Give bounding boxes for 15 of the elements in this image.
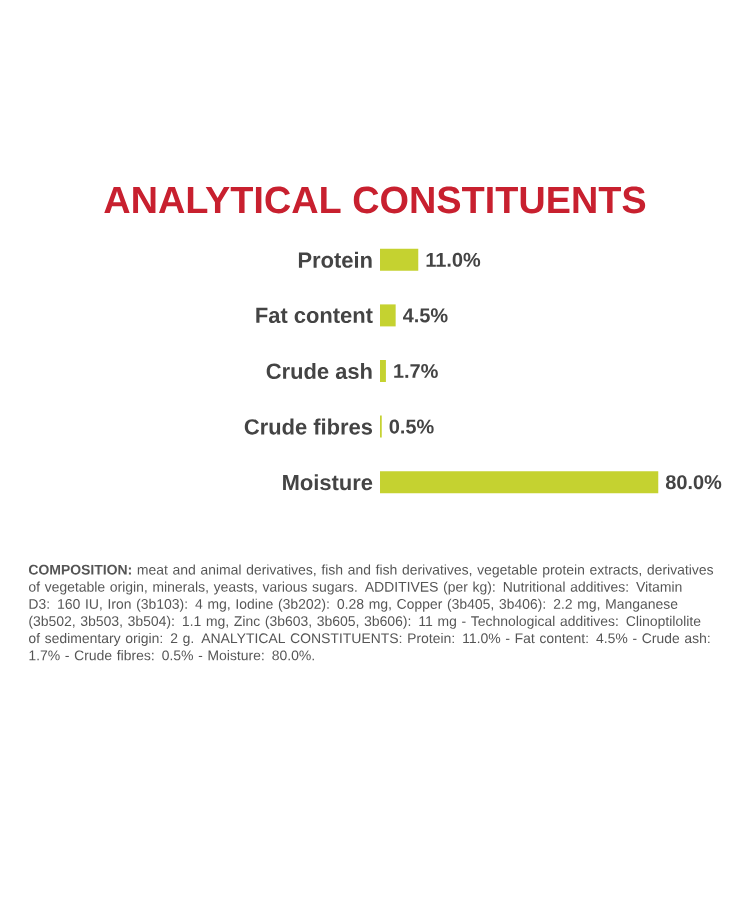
y-tick-label: Protein <box>298 251 372 268</box>
bar <box>380 471 659 494</box>
data-label: 80.0% <box>665 475 722 490</box>
data-label: 1.7% <box>394 363 438 379</box>
y-tick-label: Fat content <box>256 307 373 324</box>
data-label: 4.5% <box>403 308 448 323</box>
y-tick-label: Crude ash <box>266 362 372 380</box>
y-tick-label: Crude fibres <box>244 418 373 435</box>
bar <box>380 248 419 271</box>
data-label: 0.5% <box>389 419 434 434</box>
chart-title: ANALYTICAL CONSTITUENTS <box>104 186 646 214</box>
y-tick-label: Moisture <box>283 474 373 491</box>
bar <box>380 360 386 382</box>
bar <box>380 304 396 327</box>
data-label: 11.0% <box>426 252 481 267</box>
